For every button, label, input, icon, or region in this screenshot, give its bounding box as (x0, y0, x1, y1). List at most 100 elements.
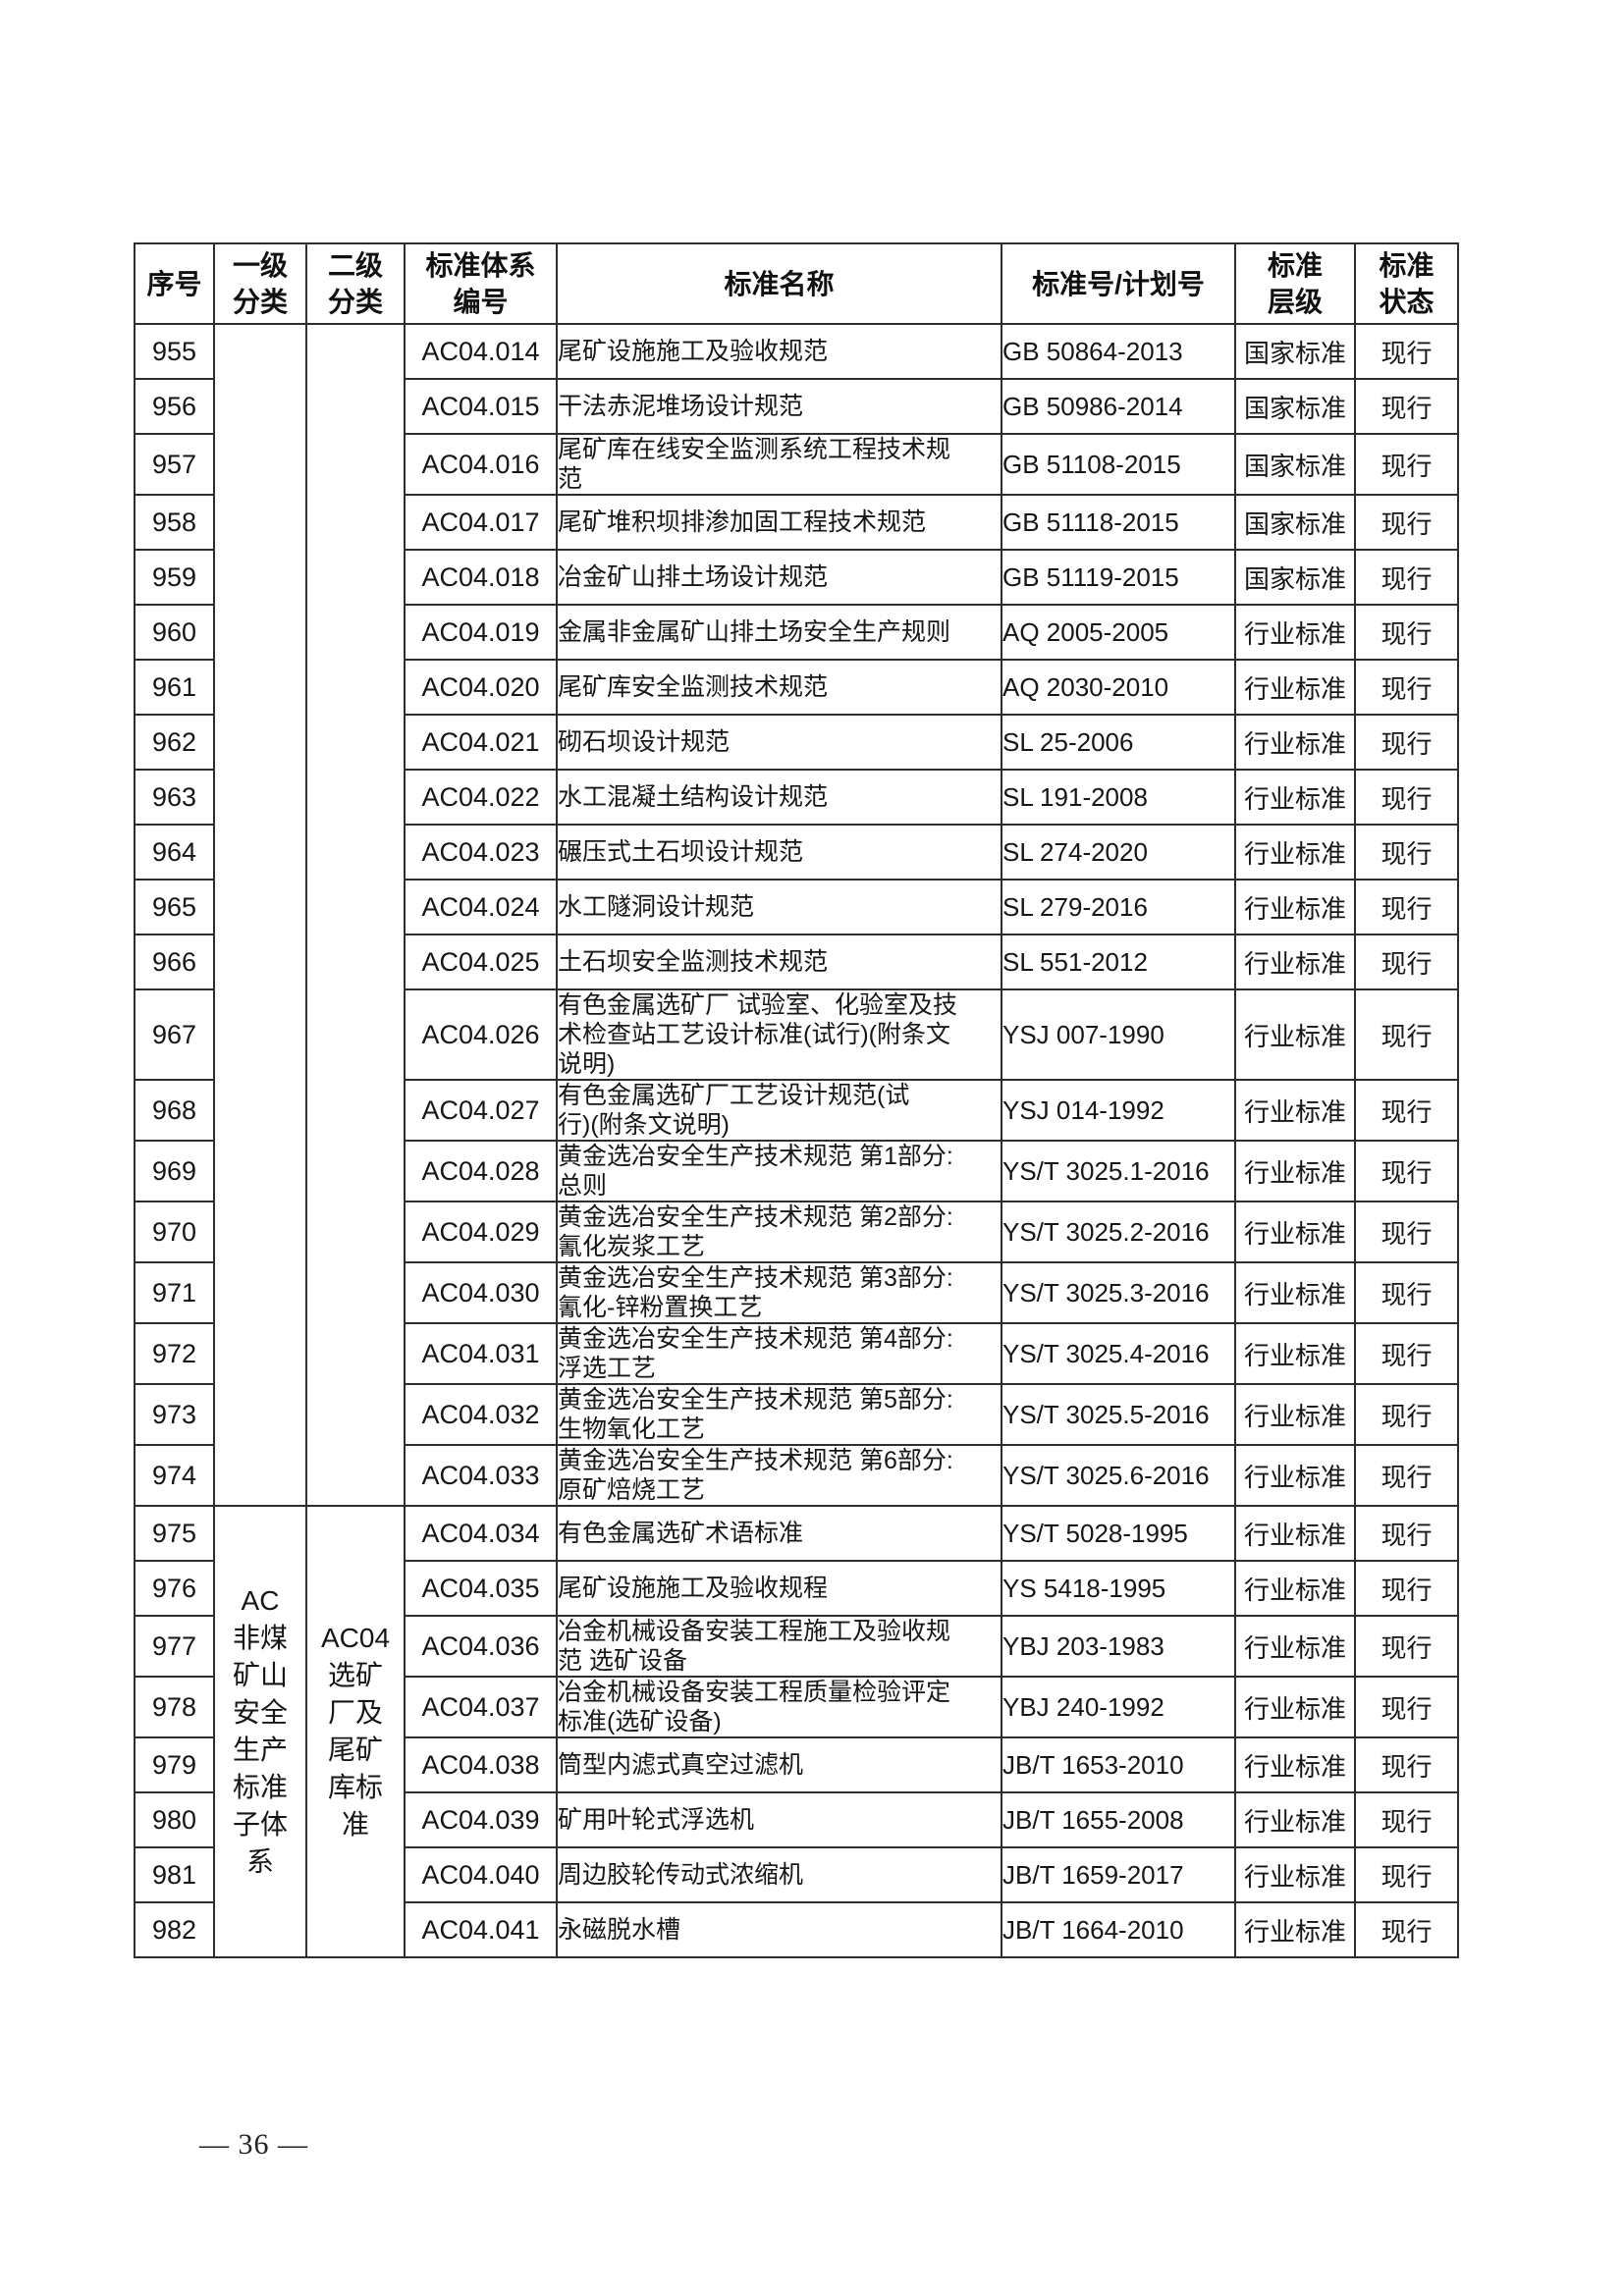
standard-status-cell: 现行 (1354, 1322, 1459, 1385)
serial-number-cell: 967 (134, 988, 215, 1081)
table-row: 977 AC04.036 冶金机械设备安装工程施工及验收规 范 选矿设备 YBJ… (134, 1615, 1459, 1678)
system-code-cell: AC04.014 (404, 323, 558, 380)
standard-level-cell: 行业标准 (1234, 879, 1356, 935)
table-row: 972 AC04.031 黄金选冶安全生产技术规范 第4部分: 浮选工艺 YS/… (134, 1322, 1459, 1385)
standard-number-cell: JB/T 1655-2008 (1001, 1791, 1236, 1848)
serial-number-cell: 963 (134, 769, 215, 826)
standard-status-cell: 现行 (1354, 1560, 1459, 1617)
standard-name-cell: 黄金选冶安全生产技术规范 第4部分: 浮选工艺 (556, 1322, 1002, 1385)
standard-number-cell: GB 50986-2014 (1001, 378, 1236, 435)
column-header: 标准体系 编号 (404, 242, 558, 325)
standard-number-cell: GB 51118-2015 (1001, 494, 1236, 551)
standard-status-cell: 现行 (1354, 988, 1459, 1081)
standard-level-cell: 行业标准 (1234, 1560, 1356, 1617)
standard-level-cell: 行业标准 (1234, 1676, 1356, 1738)
system-code-cell: AC04.025 (404, 934, 558, 990)
standard-level-cell: 国家标准 (1234, 494, 1356, 551)
standard-number-cell: GB 51119-2015 (1001, 549, 1236, 606)
standard-level-cell: 行业标准 (1234, 1901, 1356, 1958)
standard-number-cell: AQ 2030-2010 (1001, 659, 1236, 716)
system-code-cell: AC04.015 (404, 378, 558, 435)
serial-number-cell: 955 (134, 323, 215, 380)
standard-status-cell: 现行 (1354, 1383, 1459, 1446)
standard-number-cell: YS/T 3025.6-2016 (1001, 1444, 1236, 1507)
standard-status-cell: 现行 (1354, 378, 1459, 435)
standard-status-cell: 现行 (1354, 1261, 1459, 1324)
column-header: 标准号/计划号 (1001, 242, 1236, 325)
serial-number-cell: 974 (134, 1444, 215, 1507)
system-code-cell: AC04.039 (404, 1791, 558, 1848)
standard-name-cell: 有色金属选矿术语标准 (556, 1505, 1002, 1562)
serial-number-cell: 982 (134, 1901, 215, 1958)
table-row: 978 AC04.037 冶金机械设备安装工程质量检验评定 标准(选矿设备) Y… (134, 1676, 1459, 1738)
standard-status-cell: 现行 (1354, 1201, 1459, 1263)
standard-name-cell: 周边胶轮传动式浓缩机 (556, 1846, 1002, 1903)
standard-status-cell: 现行 (1354, 824, 1459, 881)
serial-number-cell: 961 (134, 659, 215, 716)
standard-number-cell: YSJ 014-1992 (1001, 1079, 1236, 1142)
table-row: 981 AC04.040 周边胶轮传动式浓缩机 JB/T 1659-2017 行… (134, 1846, 1459, 1903)
serial-number-cell: 979 (134, 1736, 215, 1793)
standard-level-cell: 行业标准 (1234, 604, 1356, 661)
standard-number-cell: SL 25-2006 (1001, 714, 1236, 771)
standard-name-cell: 黄金选冶安全生产技术规范 第6部分: 原矿焙烧工艺 (556, 1444, 1002, 1507)
standard-name-cell: 矿用叶轮式浮选机 (556, 1791, 1002, 1848)
standard-name-cell: 有色金属选矿厂工艺设计规范(试 行)(附条文说明) (556, 1079, 1002, 1142)
table-row: 982 AC04.041 永磁脱水槽 JB/T 1664-2010 行业标准 现… (134, 1901, 1459, 1958)
standard-status-cell: 现行 (1354, 433, 1459, 496)
standard-level-cell: 行业标准 (1234, 714, 1356, 771)
standard-name-cell: 尾矿库安全监测技术规范 (556, 659, 1002, 716)
table-row: 968 AC04.027 有色金属选矿厂工艺设计规范(试 行)(附条文说明) Y… (134, 1079, 1459, 1142)
standard-status-cell: 现行 (1354, 934, 1459, 990)
standard-status-cell: 现行 (1354, 879, 1459, 935)
serial-number-cell: 976 (134, 1560, 215, 1617)
standard-number-cell: YS 5418-1995 (1001, 1560, 1236, 1617)
standard-status-cell: 现行 (1354, 1140, 1459, 1202)
standard-level-cell: 国家标准 (1234, 323, 1356, 380)
serial-number-cell: 977 (134, 1615, 215, 1678)
system-code-cell: AC04.032 (404, 1383, 558, 1446)
page-number: — 36 — (199, 2128, 308, 2161)
table-row: 962 AC04.021 砌石坝设计规范 SL 25-2006 行业标准 现行 (134, 714, 1459, 771)
system-code-cell: AC04.033 (404, 1444, 558, 1507)
table-row: 971 AC04.030 黄金选冶安全生产技术规范 第3部分: 氰化-锌粉置换工… (134, 1261, 1459, 1324)
table-row: 966 AC04.025 土石坝安全监测技术规范 SL 551-2012 行业标… (134, 934, 1459, 990)
standard-number-cell: GB 50864-2013 (1001, 323, 1236, 380)
standard-number-cell: YS/T 3025.3-2016 (1001, 1261, 1236, 1324)
standard-status-cell: 现行 (1354, 1615, 1459, 1678)
standard-level-cell: 行业标准 (1234, 1505, 1356, 1562)
standard-name-cell: 尾矿库在线安全监测系统工程技术规 范 (556, 433, 1002, 496)
standard-level-cell: 行业标准 (1234, 1322, 1356, 1385)
standard-number-cell: YS/T 5028-1995 (1001, 1505, 1236, 1562)
serial-number-cell: 960 (134, 604, 215, 661)
standard-name-cell: 有色金属选矿厂 试验室、化验室及技 术检查站工艺设计标准(试行)(附条文 说明) (556, 988, 1002, 1081)
standard-number-cell: GB 51108-2015 (1001, 433, 1236, 496)
standard-level-cell: 国家标准 (1234, 549, 1356, 606)
standard-number-cell: SL 551-2012 (1001, 934, 1236, 990)
standard-level-cell: 行业标准 (1234, 1079, 1356, 1142)
standard-status-cell: 现行 (1354, 1505, 1459, 1562)
table-row: 965 AC04.024 水工隧洞设计规范 SL 279-2016 行业标准 现… (134, 879, 1459, 935)
standard-name-cell: 筒型内滤式真空过滤机 (556, 1736, 1002, 1793)
system-code-cell: AC04.024 (404, 879, 558, 935)
standard-number-cell: YBJ 240-1992 (1001, 1676, 1236, 1738)
table-row: 963 AC04.022 水工混凝土结构设计规范 SL 191-2008 行业标… (134, 769, 1459, 826)
standard-level-cell: 国家标准 (1234, 433, 1356, 496)
standard-number-cell: YS/T 3025.2-2016 (1001, 1201, 1236, 1263)
standard-number-cell: YS/T 3025.4-2016 (1001, 1322, 1236, 1385)
standard-number-cell: YS/T 3025.1-2016 (1001, 1140, 1236, 1202)
standard-name-cell: 黄金选冶安全生产技术规范 第5部分: 生物氧化工艺 (556, 1383, 1002, 1446)
standard-name-cell: 砌石坝设计规范 (556, 714, 1002, 771)
table-row: 955 AC04.014 尾矿设施施工及验收规范 GB 50864-2013 国… (134, 323, 1459, 1507)
table-row: 979 AC04.038 筒型内滤式真空过滤机 JB/T 1653-2010 行… (134, 1736, 1459, 1793)
standard-status-cell: 现行 (1354, 659, 1459, 716)
standard-number-cell: AQ 2005-2005 (1001, 604, 1236, 661)
standard-name-cell: 尾矿设施施工及验收规范 (556, 323, 1002, 380)
header-row: 序号 一级 分类 二级 分类 标准体系 编号 标准名称 标准号/计划号 标准 层级 标准 状态 (134, 242, 1459, 325)
standard-name-cell: 尾矿设施施工及验收规程 (556, 1560, 1002, 1617)
system-code-cell: AC04.023 (404, 824, 558, 881)
standard-name-cell: 永磁脱水槽 (556, 1901, 1002, 1958)
system-code-cell: AC04.035 (404, 1560, 558, 1617)
table-row: 957 AC04.016 尾矿库在线安全监测系统工程技术规 范 GB 51108… (134, 433, 1459, 496)
